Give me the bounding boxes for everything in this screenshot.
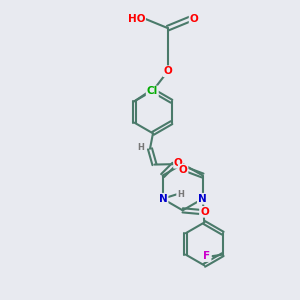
Text: O: O [164,66,172,76]
Text: Cl: Cl [147,86,158,96]
Text: N: N [159,194,168,204]
Text: H: H [138,143,145,152]
Text: N: N [198,194,207,204]
Text: H: H [177,190,184,199]
Text: O: O [174,158,183,168]
Text: O: O [179,165,188,175]
Text: F: F [203,251,211,261]
Text: HO: HO [128,14,145,24]
Text: O: O [200,207,209,217]
Text: O: O [190,14,198,24]
